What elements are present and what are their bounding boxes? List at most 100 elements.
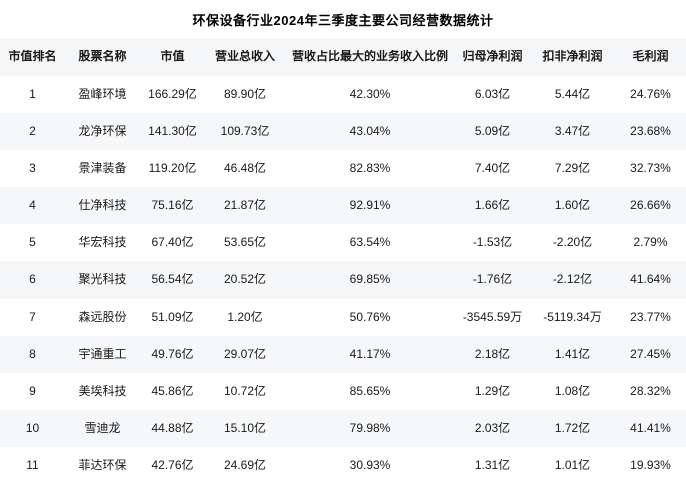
table-cell: 41.64% xyxy=(630,273,671,287)
table-cell: 15.10亿 xyxy=(223,421,267,435)
table-cell: -2.12亿 xyxy=(552,273,593,287)
table-cell: 26.66% xyxy=(630,199,671,213)
table-cell: 24.76% xyxy=(630,87,671,101)
table-row: 11 菲达环保 42.76亿 24.69亿 30.93% 1.31亿 1.01亿 19.93% xyxy=(0,446,686,484)
table-cell: 11 xyxy=(26,458,39,472)
table-cell: 53.65亿 xyxy=(223,236,267,250)
table-cell: 1.01亿 xyxy=(554,458,591,472)
table-cell: 67.40亿 xyxy=(151,236,194,250)
table-cell: 75.16亿 xyxy=(151,199,194,213)
table-cell: 92.91% xyxy=(349,199,391,213)
table-cell: 聚光科技 xyxy=(78,273,127,287)
table-cell: 1.60亿 xyxy=(554,199,591,213)
table-cell: 2.79% xyxy=(633,236,668,250)
table-cell: -1.53亿 xyxy=(472,236,513,250)
table-cell: 89.90亿 xyxy=(223,87,267,101)
table-cell: 7.40亿 xyxy=(474,162,511,176)
table-row: 3 景津装备 119.20亿 46.48亿 82.83% 7.40亿 7.29亿 32.73% xyxy=(0,150,686,188)
column-header: 市值排名 xyxy=(8,50,57,64)
table-cell: 3.47亿 xyxy=(554,125,591,139)
table-row: 9 美埃科技 45.86亿 10.72亿 85.65% 1.29亿 1.08亿 28.32% xyxy=(0,372,686,410)
table-row: 7 森远股份 51.09亿 1.20亿 50.76% -3545.59万 -5119.34万… xyxy=(0,298,686,336)
table-cell: 27.45% xyxy=(630,347,671,361)
table-cell: 51.09亿 xyxy=(151,310,194,324)
table-cell: -3545.59万 xyxy=(462,310,523,324)
page-title: 环保设备行业2024年三季度主要公司经营数据统计 xyxy=(192,12,494,28)
table-cell: 华宏科技 xyxy=(78,236,127,250)
table-cell: 1 xyxy=(29,87,36,101)
table-cell: 44.88亿 xyxy=(151,421,194,435)
table-row: 1 盈峰环境 166.29亿 89.90亿 42.30% 6.03亿 5.44亿 24.76% xyxy=(0,76,686,114)
table-cell: 1.20亿 xyxy=(227,310,263,324)
table-header: 市值排名 股票名称 市值 营业总收入 营收占比最大的业务收入比例 归母净利润 扣非净利润 毛利… xyxy=(0,38,686,76)
table-cell: 56.54亿 xyxy=(151,273,194,287)
table-cell: 119.20亿 xyxy=(148,162,197,176)
table-cell: 菲达环保 xyxy=(78,458,127,472)
table-cell: 21.87亿 xyxy=(223,199,267,213)
table-row: 8 宇通重工 49.76亿 29.07亿 41.17% 2.18亿 1.41亿 27.45% xyxy=(0,335,686,373)
table-cell: 42.30% xyxy=(349,87,391,101)
column-header: 营业总收入 xyxy=(214,50,275,64)
table-cell: 5 xyxy=(29,236,36,250)
table-cell: 5.44亿 xyxy=(554,87,591,101)
table-cell: 5.09亿 xyxy=(474,125,511,139)
table-cell: 166.29亿 xyxy=(148,87,197,101)
table-cell: 1.41亿 xyxy=(554,347,591,361)
table-cell: 23.77% xyxy=(630,310,671,324)
table-body: 1 盈峰环境 166.29亿 89.90亿 42.30% 6.03亿 5.44亿 24.76%… xyxy=(0,76,686,484)
column-header: 股票名称 xyxy=(78,50,127,64)
table-cell: 1.72亿 xyxy=(554,421,591,435)
table-row: 10 雪迪龙 44.88亿 15.10亿 79.98% 2.03亿 1.72亿 41.41% xyxy=(0,409,686,447)
stock-table: 市值排名 股票名称 市值 营业总收入 营收占比最大的业务收入比例 归母净利润 扣非净利润 毛利… xyxy=(0,38,686,484)
column-header: 扣非净利润 xyxy=(542,50,603,64)
table-cell: 雪迪龙 xyxy=(84,421,121,435)
table-cell: 4 xyxy=(29,199,36,213)
table-cell: 28.32% xyxy=(630,384,671,398)
table-cell: -5119.34万 xyxy=(543,310,602,324)
table-cell: 6.03亿 xyxy=(474,87,511,101)
table-cell: 10.72亿 xyxy=(223,384,267,398)
table-cell: 23.68% xyxy=(630,125,671,139)
table-cell: 3 xyxy=(29,162,36,176)
table-cell: 2 xyxy=(29,125,36,139)
table-cell: 2.18亿 xyxy=(474,347,511,361)
table-cell: -1.76亿 xyxy=(472,273,513,287)
table-cell: 45.86亿 xyxy=(151,384,194,398)
table-cell: -2.20亿 xyxy=(552,236,593,250)
table-cell: 9 xyxy=(29,384,36,398)
table-cell: 龙净环保 xyxy=(78,125,127,139)
table-cell: 109.73亿 xyxy=(220,125,270,139)
table-cell: 8 xyxy=(29,347,36,361)
table-cell: 63.54% xyxy=(349,236,391,250)
table-cell: 49.76亿 xyxy=(151,347,194,361)
table-cell: 42.76亿 xyxy=(151,458,194,472)
table-cell: 7 xyxy=(29,310,36,324)
table-cell: 41.17% xyxy=(349,347,391,361)
table-cell: 1.29亿 xyxy=(474,384,511,398)
table-cell: 24.69亿 xyxy=(223,458,267,472)
table-cell: 85.65% xyxy=(349,384,391,398)
table-cell: 景津装备 xyxy=(78,162,127,176)
table-cell: 29.07亿 xyxy=(223,347,267,361)
table-cell: 50.76% xyxy=(349,310,391,324)
table-row: 5 华宏科技 67.40亿 53.65亿 63.54% -1.53亿 -2.20亿 2.79% xyxy=(0,224,686,262)
table-cell: 1.08亿 xyxy=(554,384,591,398)
table-row: 4 仕净科技 75.16亿 21.87亿 92.91% 1.66亿 1.60亿 26.66% xyxy=(0,187,686,225)
table-cell: 19.93% xyxy=(630,458,671,472)
table-cell: 美埃科技 xyxy=(78,384,127,398)
table-cell: 7.29亿 xyxy=(554,162,591,176)
table-cell: 30.93% xyxy=(349,458,391,472)
table-cell: 1.31亿 xyxy=(474,458,511,472)
column-header: 毛利润 xyxy=(632,50,669,64)
table-row: 2 龙净环保 141.30亿 109.73亿 43.04% 5.09亿 3.47亿 23.68… xyxy=(0,113,686,151)
table-cell: 69.85% xyxy=(349,273,391,287)
table-cell: 盈峰环境 xyxy=(78,87,127,101)
table-cell: 82.83% xyxy=(349,162,391,176)
table-row: 6 聚光科技 56.54亿 20.52亿 69.85% -1.76亿 -2.12亿 41.64… xyxy=(0,261,686,299)
table-cell: 43.04% xyxy=(349,125,391,139)
table-cell: 6 xyxy=(29,273,36,287)
table-cell: 仕净科技 xyxy=(78,199,127,213)
table-cell: 41.41% xyxy=(630,421,671,435)
column-header: 市值 xyxy=(160,50,185,64)
column-header: 归母净利润 xyxy=(462,50,523,64)
